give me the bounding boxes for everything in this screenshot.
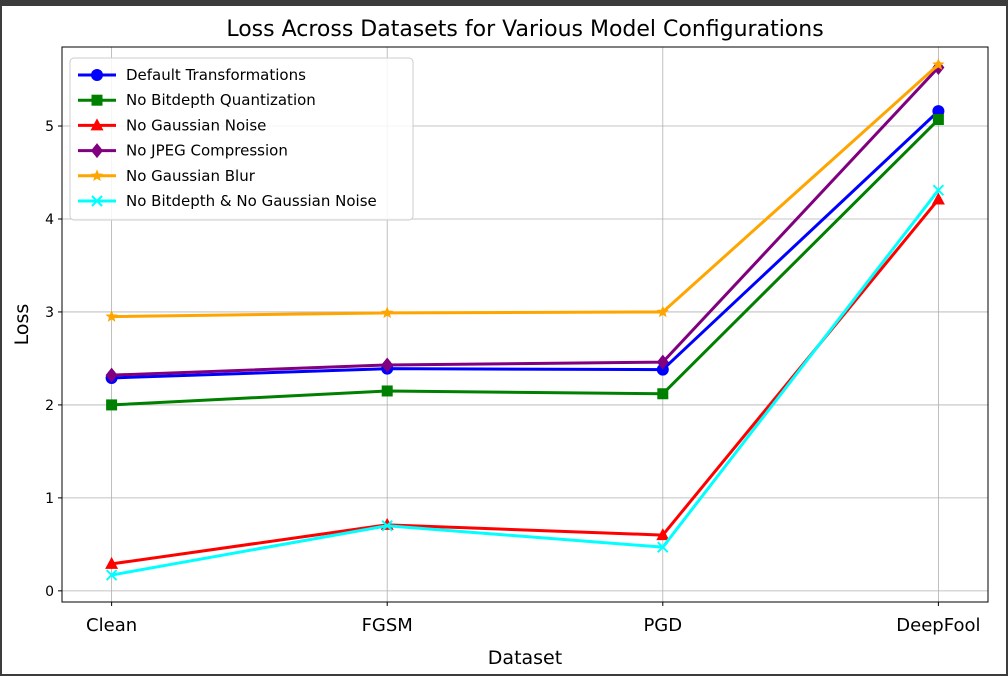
data-point — [657, 388, 669, 400]
data-point — [656, 305, 669, 318]
y-tick-label: 0 — [45, 584, 54, 600]
legend-marker — [90, 118, 104, 131]
legend-item: Default Transformations — [78, 66, 306, 84]
series-line — [111, 189, 940, 577]
legend-item: No Bitdepth & No Gaussian Noise — [78, 192, 377, 210]
legend-item: No JPEG Compression — [78, 142, 288, 160]
series-no-gaussian-blur — [105, 58, 945, 322]
data-point — [656, 354, 669, 370]
legend-label: Default Transformations — [126, 66, 306, 84]
data-point — [657, 541, 669, 553]
series-line — [111, 63, 940, 319]
data-point — [932, 184, 945, 196]
series-line — [111, 110, 940, 380]
data-point — [381, 306, 394, 319]
legend-label: No JPEG Compression — [126, 142, 288, 160]
legend-marker — [91, 69, 103, 81]
data-point — [105, 367, 118, 383]
data-point — [931, 192, 945, 205]
series-no-jpeg-compression — [105, 59, 945, 383]
legend-box — [69, 57, 414, 221]
series-line — [111, 118, 940, 407]
data-point — [381, 520, 393, 532]
data-point — [381, 357, 394, 373]
data-point — [932, 58, 945, 70]
y-tick-label: 3 — [45, 305, 54, 321]
series-no-bitdepth-quantization — [106, 114, 944, 411]
series-group — [105, 58, 945, 581]
x-tick-label: DeepFool — [896, 615, 980, 636]
axes-frame — [61, 46, 989, 603]
legend-marker — [91, 94, 103, 106]
data-point — [656, 528, 670, 541]
y-tick-label: 4 — [45, 212, 54, 228]
data-point — [106, 399, 118, 411]
series-no-bitdepth-no-gaussian-noise — [105, 184, 945, 581]
y-tick-label: 5 — [45, 119, 54, 135]
legend-marker — [90, 169, 104, 182]
data-point — [105, 569, 118, 581]
legend-item: No Gaussian Blur — [78, 167, 256, 185]
y-axis-label: Loss — [11, 304, 33, 346]
legend-marker — [91, 143, 103, 159]
legend: Default Transformations No Bitdepth Quant… — [69, 57, 414, 221]
legend-label: No Gaussian Noise — [126, 116, 266, 134]
legend-item: No Bitdepth Quantization — [78, 91, 316, 109]
legend-label: No Bitdepth & No Gaussian Noise — [126, 192, 377, 210]
legend-label: No Bitdepth Quantization — [126, 91, 316, 109]
data-point — [105, 556, 119, 569]
x-axis-label: Dataset — [488, 647, 562, 669]
legend-item: No Gaussian Noise — [78, 116, 266, 134]
y-tick-label: 2 — [45, 398, 54, 414]
ticks: 0 1 2 3 4 5 Clean FGSM PGD DeepFool — [45, 119, 980, 636]
x-tick-label: PGD — [643, 615, 682, 636]
series-no-gaussian-noise — [105, 192, 945, 569]
series-line — [111, 198, 940, 566]
series-line — [111, 66, 940, 377]
data-point — [105, 310, 118, 322]
legend-marker — [91, 195, 103, 207]
legend-label: No Gaussian Blur — [126, 167, 256, 185]
data-point — [381, 385, 393, 397]
chart-title: Loss Across Datasets for Various Model C… — [226, 17, 823, 42]
x-tick-label: Clean — [86, 615, 137, 636]
data-point — [932, 114, 944, 126]
line-chart: Loss Across Datasets for Various Model C… — [11, 17, 989, 669]
y-tick-label: 1 — [45, 491, 54, 507]
x-tick-label: FGSM — [362, 615, 413, 636]
